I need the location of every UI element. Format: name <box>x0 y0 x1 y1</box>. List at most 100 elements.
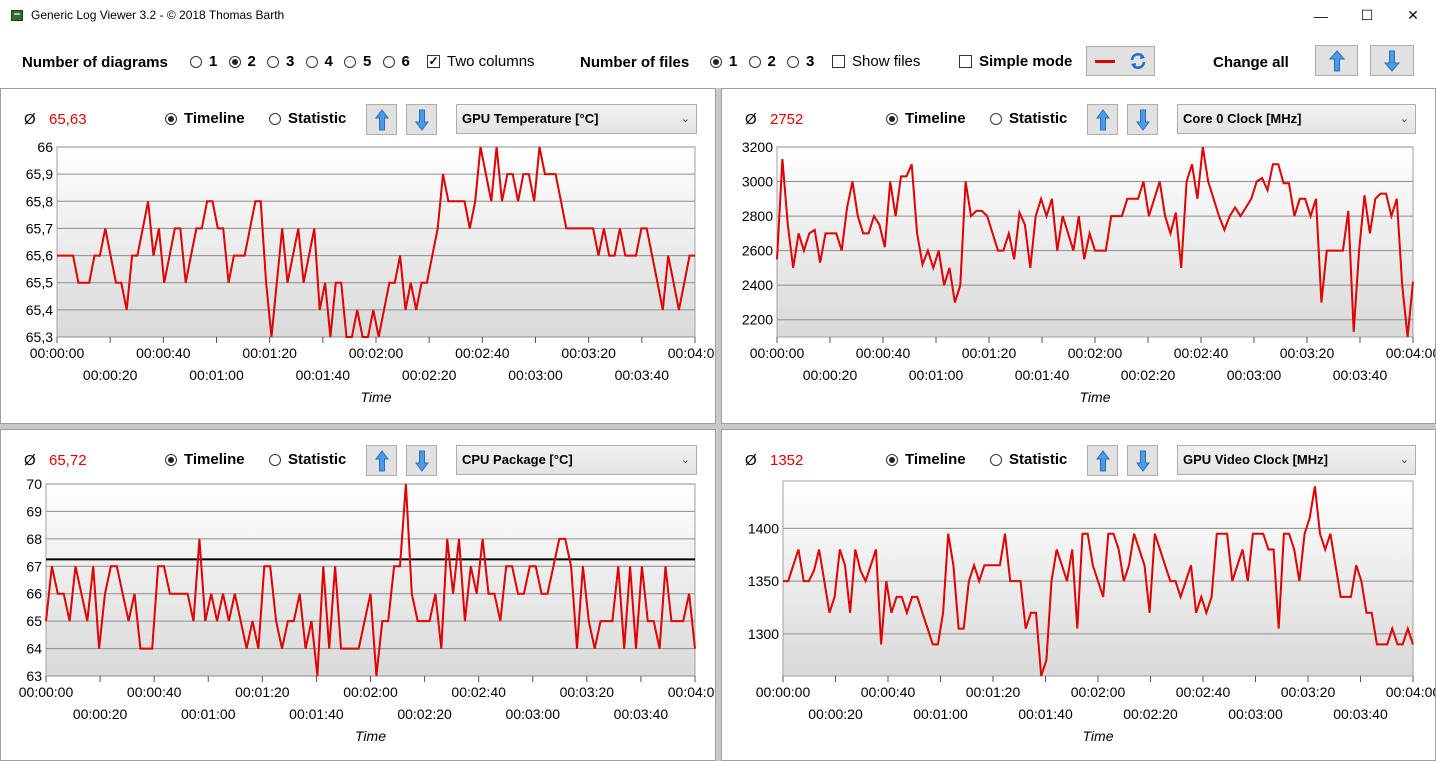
x-tick-label: 00:03:40 <box>1333 706 1388 722</box>
y-tick-label: 1300 <box>748 626 779 642</box>
diagram-opts-radio-2[interactable]: 2 <box>228 53 256 70</box>
maximize-button[interactable]: ☐ <box>1344 0 1390 31</box>
timeline-radio[interactable]: Timeline <box>165 451 245 468</box>
x-axis-label: Time <box>361 389 392 405</box>
simple-mode-checkbox[interactable]: Simple mode <box>959 53 1072 70</box>
x-tick-label: 00:02:40 <box>451 684 506 700</box>
sensor-dropdown[interactable]: GPU Video Clock [MHz] ⌄ <box>1177 445 1416 475</box>
timeline-label: Timeline <box>905 451 966 468</box>
y-tick-label: 2800 <box>742 208 773 224</box>
x-tick-label: 00:02:20 <box>1121 367 1176 383</box>
x-tick-label: 00:04:00 <box>668 684 715 700</box>
sensor-dropdown-value: CPU Package [°C] <box>462 452 573 467</box>
diagram-opts-radio-5[interactable]: 5 <box>344 53 371 70</box>
two-columns-checkbox[interactable]: ✓ Two columns <box>427 53 535 70</box>
y-tick-label: 65,4 <box>26 302 53 318</box>
x-tick-label: 00:01:20 <box>966 684 1021 700</box>
x-tick-label: 00:00:00 <box>756 684 811 700</box>
radio-circle <box>269 453 281 466</box>
sensor-dropdown[interactable]: CPU Package [°C] ⌄ <box>456 445 697 475</box>
average-value: 65,72 <box>49 452 87 469</box>
diagram-opts-radio-6[interactable]: 6 <box>382 53 410 70</box>
y-tick-label: 64 <box>26 641 42 657</box>
radio-circle <box>990 453 1002 466</box>
diagram-panel-3: 63 64 65 66 67 68 69 70 00:00:00 00:00:20 00:00:40… <box>0 429 716 761</box>
x-tick-label: 00:00:00 <box>750 345 805 361</box>
x-tick-label: 00:02:20 <box>1123 706 1178 722</box>
move-down-button[interactable] <box>1127 104 1158 135</box>
y-tick-label: 2200 <box>742 312 773 328</box>
move-down-button[interactable] <box>1127 445 1158 476</box>
arrow-down-icon <box>414 450 429 472</box>
timeline-radio[interactable]: Timeline <box>165 110 245 127</box>
diagram-opts-radio-1[interactable]: 1 <box>190 53 217 70</box>
statistic-radio[interactable]: Statistic <box>269 451 346 468</box>
diagram-panel-2: 2200 2400 2600 2800 3000 3200 00:00:00 00:00:20… <box>721 88 1436 424</box>
move-down-button[interactable] <box>406 104 437 135</box>
file-opts-radio-3[interactable]: 3 <box>787 53 814 70</box>
y-tick-label: 65 <box>26 613 42 629</box>
diagram-opts-radio-3[interactable]: 3 <box>267 53 294 70</box>
number-of-files-label: Number of files <box>580 54 690 71</box>
y-tick-label: 65,6 <box>26 248 53 264</box>
radio-circle <box>710 55 722 68</box>
line-color-button[interactable] <box>1086 46 1155 76</box>
y-tick-label: 65,7 <box>26 220 53 236</box>
move-up-button[interactable] <box>1087 104 1118 135</box>
radio-circle <box>267 55 279 68</box>
close-button[interactable]: ✕ <box>1390 0 1436 31</box>
radio-circle <box>269 112 281 125</box>
move-up-button[interactable] <box>366 445 397 476</box>
change-all-up-button[interactable] <box>1315 45 1358 76</box>
x-axis-label: Time <box>355 728 386 744</box>
radio-label: 3 <box>806 53 815 70</box>
series-line <box>45 483 696 677</box>
x-axis-label: Time <box>1083 728 1114 744</box>
average-value: 1352 <box>770 452 804 469</box>
y-tick-label: 65,3 <box>26 329 53 345</box>
x-tick-label: 00:01:40 <box>289 706 344 722</box>
title-bar: Generic Log Viewer 3.2 - © 2018 Thomas B… <box>0 0 1436 31</box>
y-tick-label: 2600 <box>742 243 773 259</box>
move-up-button[interactable] <box>366 104 397 135</box>
x-tick-label: 00:01:40 <box>1015 367 1070 383</box>
radio-circle <box>305 55 318 68</box>
window-title: Generic Log Viewer 3.2 - © 2018 Thomas B… <box>31 8 285 22</box>
x-tick-label: 00:01:40 <box>296 367 351 383</box>
maximize-icon: ☐ <box>1360 7 1374 23</box>
arrow-down-icon <box>1384 50 1400 72</box>
series-line <box>57 146 695 338</box>
minimize-button[interactable]: — <box>1298 0 1344 31</box>
y-tick-label: 69 <box>26 503 42 519</box>
x-tick-label: 00:01:00 <box>909 367 964 383</box>
x-tick-label: 00:02:40 <box>1176 684 1231 700</box>
arrow-up-icon <box>374 108 389 130</box>
refresh-icon <box>1130 53 1145 69</box>
file-opts-radio-1[interactable]: 1 <box>710 53 737 70</box>
timeline-radio[interactable]: Timeline <box>886 110 966 127</box>
statistic-radio[interactable]: Statistic <box>990 451 1067 468</box>
x-tick-label: 00:03:20 <box>560 684 615 700</box>
diagram-opts-radio-4[interactable]: 4 <box>305 53 333 70</box>
y-tick-label: 68 <box>26 531 42 547</box>
timeline-radio[interactable]: Timeline <box>886 451 966 468</box>
x-tick-label: 00:03:20 <box>1280 345 1335 361</box>
move-up-button[interactable] <box>1087 445 1118 476</box>
radio-circle <box>748 55 761 68</box>
x-tick-label: 00:02:00 <box>1071 684 1126 700</box>
sensor-dropdown[interactable]: Core 0 Clock [MHz] ⌄ <box>1177 104 1416 134</box>
show-files-checkbox[interactable]: Show files <box>832 53 920 70</box>
change-all-down-button[interactable] <box>1370 45 1414 76</box>
radio-circle <box>228 55 241 68</box>
y-tick-label: 1400 <box>748 520 779 536</box>
x-tick-label: 00:00:20 <box>803 367 858 383</box>
sensor-dropdown[interactable]: GPU Temperature [°C] ⌄ <box>456 104 697 134</box>
statistic-radio[interactable]: Statistic <box>269 110 346 127</box>
x-tick-label: 00:02:20 <box>397 706 452 722</box>
row-splitter[interactable] <box>0 424 1436 429</box>
file-opts-radio-2[interactable]: 2 <box>748 53 776 70</box>
statistic-label: Statistic <box>288 451 347 468</box>
statistic-radio[interactable]: Statistic <box>990 110 1067 127</box>
checkbox-box <box>959 55 972 68</box>
move-down-button[interactable] <box>406 445 437 476</box>
